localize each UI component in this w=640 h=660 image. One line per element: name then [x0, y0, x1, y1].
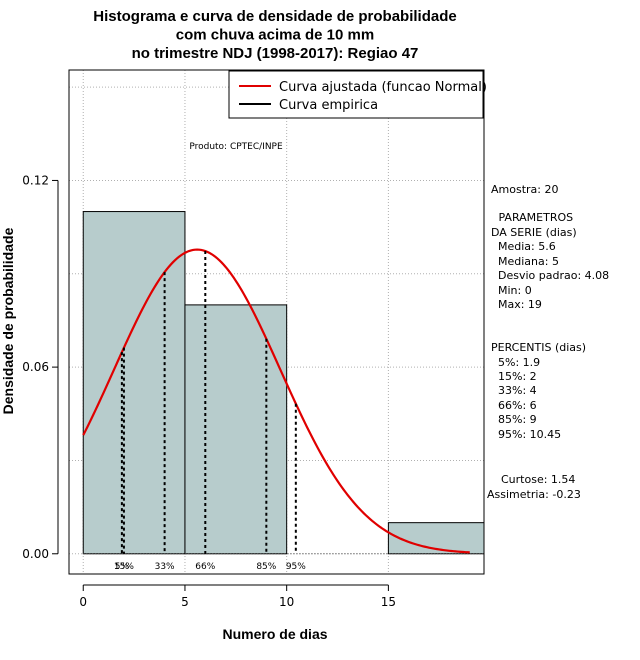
fitted-normal-curve	[82, 248, 470, 554]
stats-panel-line: PARAMETROS	[495, 211, 573, 224]
x-tick-label: 10	[279, 595, 294, 609]
chart-title-line: com chuva acima de 10 mm	[176, 27, 374, 44]
axes: 0 5 10 15 0.00 0.06 0.12	[22, 69, 485, 609]
y-tick-label: 0.00	[22, 547, 49, 561]
x-axis-title: Numero de dias	[222, 626, 327, 642]
stats-panel-line: 85%: 9	[491, 413, 537, 426]
stats-panel-line: Desvio padrao: 4.08	[491, 269, 609, 282]
x-tick-label: 5	[181, 595, 189, 609]
x-tick-label: 0	[79, 595, 87, 609]
plot-frame	[68, 69, 485, 575]
percentile-label: 66%	[195, 562, 215, 572]
stats-panel-line: 5%: 1.9	[491, 356, 540, 369]
y-tick-label: 0.12	[22, 173, 49, 187]
stats-panel-line: 15%: 2	[491, 370, 537, 383]
percentile-label: 85%	[256, 562, 276, 572]
percentile-label: 95%	[286, 562, 306, 572]
stats-panel-line: 33%: 4	[491, 384, 537, 397]
legend-label-empirical: Curva empirica	[279, 98, 378, 113]
x-tick-label: 15	[381, 595, 396, 609]
fitted-curve-layer	[82, 248, 470, 554]
percentile-lines: 5%15% 33% 66% 85% 95%	[114, 251, 306, 572]
stats-panel-line: 66%: 6	[491, 399, 537, 412]
product-credit: Produto: CPTEC/INPE	[189, 142, 283, 152]
stats-panel-line: Max: 19	[491, 298, 542, 311]
histogram-bar	[82, 211, 186, 555]
percentile-label: 15%	[114, 562, 134, 572]
legend-box	[228, 70, 484, 119]
stats-panel-line: Min: 0	[491, 284, 532, 297]
stats-panel-line: Media: 5.6	[491, 240, 556, 253]
chart-title-line: no trimestre NDJ (1998-2017): Regiao 47	[132, 45, 419, 62]
y-axis-title: Densidade de probabilidade	[0, 227, 16, 414]
stats-panel-line: Mediana: 5	[491, 255, 559, 268]
stats-panel-line: Amostra: 20	[491, 183, 558, 196]
stats-panel-line: Curtose: 1.54	[501, 473, 575, 486]
stats-panel-line: PERCENTIS (dias)	[491, 341, 586, 354]
percentile-label: 33%	[155, 562, 175, 572]
stats-panel-line: Assimetria: -0.23	[487, 488, 581, 501]
stats-panel-line: 95%: 10.45	[491, 428, 561, 441]
stats-panel-line: DA SERIE (dias)	[491, 226, 577, 239]
percentile-label: 5%	[115, 562, 130, 572]
y-tick-label: 0.06	[22, 360, 49, 374]
histogram-bars	[82, 211, 485, 555]
text-layer: Histograma e curva de densidade de proba…	[0, 8, 609, 642]
legend-label-fitted: Curva ajustada (funcao Normal)	[279, 80, 487, 95]
histogram-bar	[184, 304, 288, 555]
chart-title-line: Histograma e curva de densidade de proba…	[93, 8, 456, 25]
